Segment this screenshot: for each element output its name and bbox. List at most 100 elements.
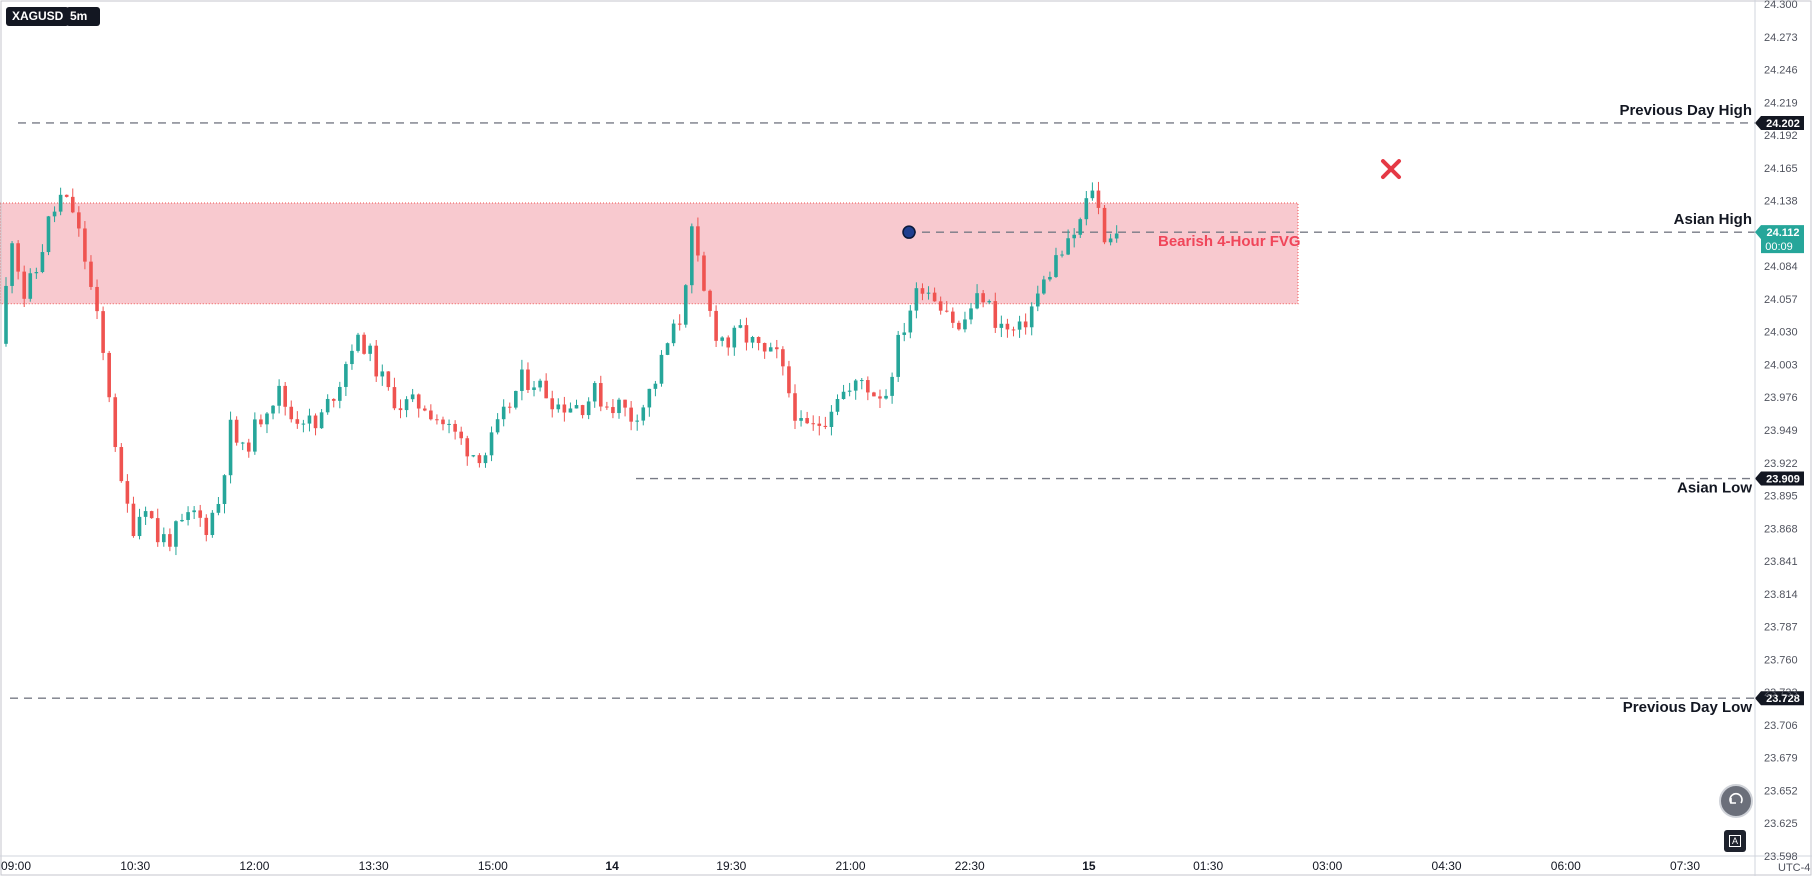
- symbol-badge[interactable]: XAGUSD: [6, 7, 70, 26]
- candle: [629, 401, 633, 431]
- candle-body: [70, 196, 75, 213]
- candle: [908, 305, 913, 339]
- circle-marker-icon: [902, 225, 916, 239]
- candle-body: [89, 261, 93, 287]
- candle-body: [338, 386, 342, 401]
- level-label: Asian Low: [1677, 480, 1752, 497]
- candle-body: [465, 438, 470, 457]
- candle: [926, 286, 931, 300]
- candle-body: [1090, 190, 1095, 199]
- candle-body: [781, 349, 785, 367]
- candle-body: [240, 442, 245, 444]
- candle: [1042, 275, 1046, 295]
- candle: [963, 311, 967, 333]
- candle: [823, 416, 828, 430]
- candle: [611, 399, 615, 419]
- candle: [544, 373, 548, 399]
- candle-body: [107, 352, 111, 398]
- candle-body: [993, 301, 998, 328]
- price-tick-label: 24.030: [1764, 327, 1798, 339]
- candle: [10, 241, 14, 294]
- candle-body: [453, 423, 457, 432]
- candle: [1023, 313, 1028, 335]
- timezone-label: UTC-4: [1778, 862, 1810, 874]
- scroll-to-realtime-icon[interactable]: [1719, 784, 1753, 818]
- candle: [1011, 326, 1016, 337]
- candle: [592, 381, 597, 408]
- candle: [34, 267, 39, 279]
- price-tick-label: 23.895: [1764, 491, 1798, 503]
- candle-body: [101, 311, 105, 353]
- fvg-label: Bearish 4-Hour FVG: [1158, 233, 1301, 250]
- auto-scale-label: A: [1728, 835, 1741, 847]
- chart-markers: [902, 159, 1401, 239]
- x-mark-icon: [1381, 159, 1401, 180]
- candle-body: [204, 517, 209, 536]
- candle-body: [392, 387, 397, 409]
- candle-body: [368, 345, 372, 354]
- candle: [829, 405, 834, 436]
- candle-body: [1054, 255, 1058, 277]
- candle: [350, 344, 354, 370]
- candle: [702, 251, 706, 292]
- candle-body: [77, 212, 81, 229]
- candle-body: [40, 252, 45, 273]
- interval-dropdown[interactable]: 5m ⌄: [66, 7, 100, 41]
- candle: [817, 416, 822, 436]
- candle-body: [1017, 321, 1022, 330]
- candle: [374, 340, 379, 382]
- candle-body: [951, 311, 955, 323]
- candle: [811, 415, 816, 431]
- candle: [271, 405, 275, 420]
- time-tick-label: 22:30: [955, 859, 985, 873]
- time-tick-label: 13:30: [359, 859, 389, 873]
- candle: [77, 206, 81, 237]
- time-tick-label: 10:30: [120, 859, 150, 873]
- candle: [265, 411, 269, 434]
- candle-body: [283, 385, 287, 407]
- price-tick-label: 23.949: [1764, 425, 1798, 437]
- candle: [859, 378, 864, 390]
- candle-body: [738, 325, 743, 328]
- candle: [690, 223, 694, 294]
- candle: [4, 277, 8, 347]
- candle: [259, 414, 263, 428]
- candle: [198, 504, 203, 527]
- candle-body: [926, 292, 931, 294]
- candle-body: [52, 211, 57, 217]
- candle-body: [702, 255, 706, 291]
- candle: [799, 410, 803, 427]
- candle: [113, 393, 118, 452]
- candle: [125, 474, 130, 513]
- candle-body: [483, 455, 488, 464]
- candle-body: [325, 398, 330, 413]
- candle-body: [222, 475, 227, 504]
- candle: [16, 240, 20, 280]
- candle-body: [696, 226, 700, 256]
- candle-body: [58, 194, 63, 212]
- candle-body: [198, 510, 203, 518]
- candle-body: [398, 408, 403, 411]
- candle: [416, 393, 421, 418]
- candle: [1072, 228, 1076, 248]
- candle: [756, 336, 761, 351]
- candle: [228, 411, 233, 484]
- candle: [216, 496, 221, 516]
- candle: [131, 496, 136, 538]
- candle-body: [422, 408, 427, 411]
- candle-body: [1042, 279, 1046, 294]
- candle: [987, 299, 992, 305]
- candle: [429, 404, 433, 421]
- candle-body: [1011, 329, 1016, 331]
- candle-body: [963, 319, 967, 330]
- candle: [671, 319, 676, 347]
- time-tick-label: 01:30: [1193, 859, 1223, 873]
- candle-body: [168, 534, 172, 547]
- candle: [738, 319, 743, 329]
- level-label: Asian High: [1674, 211, 1752, 228]
- candle: [1005, 318, 1010, 338]
- auto-scale-icon[interactable]: A: [1724, 830, 1746, 852]
- candle: [902, 322, 907, 342]
- candle: [1114, 225, 1119, 243]
